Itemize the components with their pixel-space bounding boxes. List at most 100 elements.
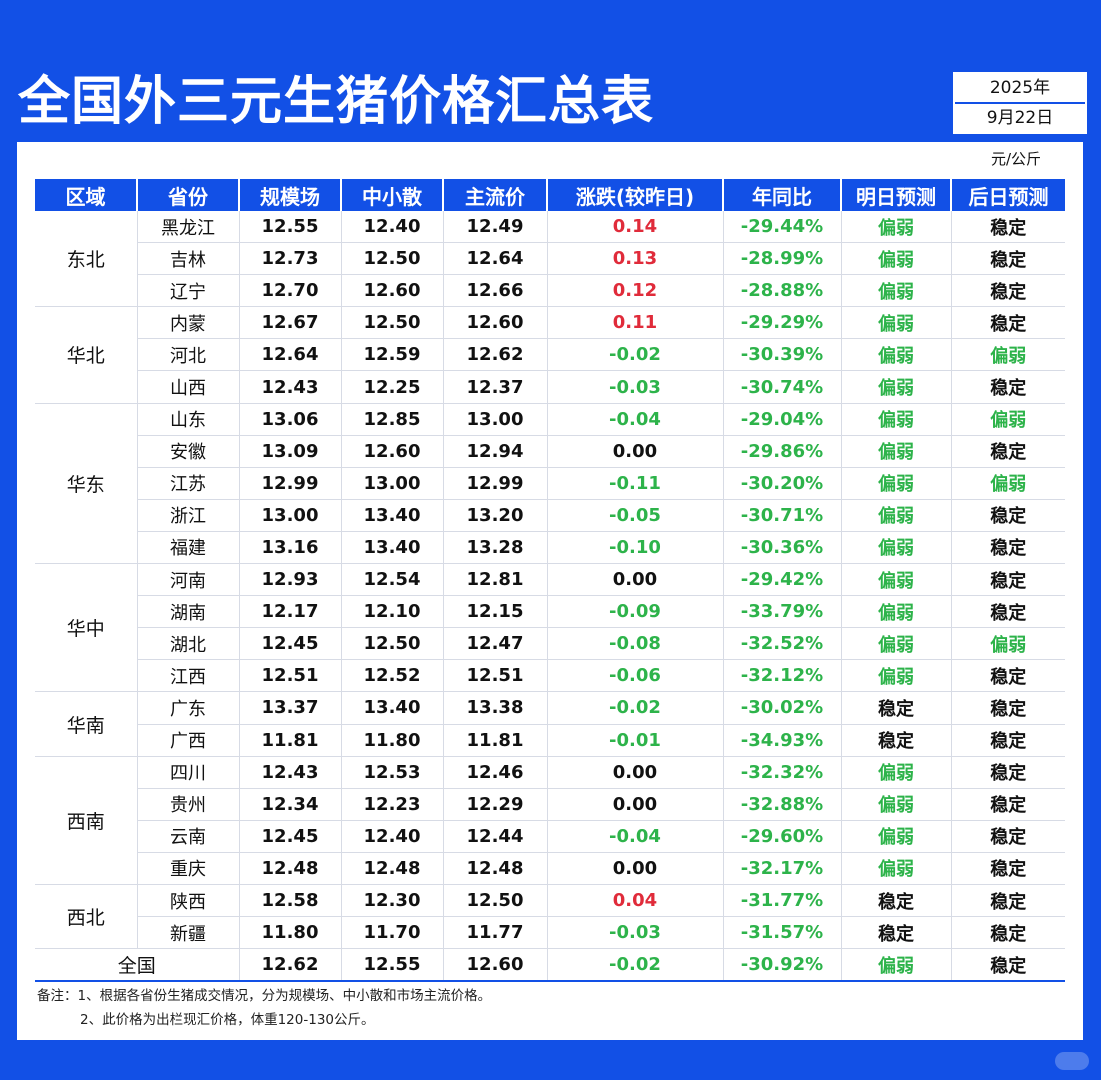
province-cell: 安徽: [136, 435, 239, 468]
yoy-value: -29.29%: [722, 306, 841, 340]
province-cell: 内蒙: [136, 306, 239, 340]
region-cell: 东北: [35, 211, 137, 308]
forecast-tomorrow: 偏弱: [840, 788, 951, 821]
forecast-tomorrow: 偏弱: [840, 370, 951, 404]
region-cell: 华东: [35, 403, 137, 565]
small-farm-price: 13.40: [340, 499, 443, 532]
small-farm-price: 12.54: [340, 563, 443, 597]
small-farm-price: 12.10: [340, 595, 443, 629]
main-price: 13.28: [442, 531, 547, 565]
national-row: 全国 12.62 12.55 12.60 -0.02 -30.92% 偏弱 稳定: [35, 948, 1065, 983]
scale-farm-price: 12.70: [238, 274, 341, 308]
province-cell: 新疆: [136, 916, 239, 950]
table-row: 新疆 11.80 11.70 11.77 -0.03 -31.57% 稳定 稳定: [35, 916, 1065, 950]
forecast-day-after: 偏弱: [950, 627, 1065, 661]
table-row: 湖南 12.17 12.10 12.15 -0.09 -33.79% 偏弱 稳定: [35, 595, 1065, 629]
forecast-day-after: 偏弱: [950, 403, 1065, 436]
main-price: 12.37: [442, 370, 547, 404]
main-price: 12.44: [442, 820, 547, 853]
table-row: 山西 12.43 12.25 12.37 -0.03 -30.74% 偏弱 稳定: [35, 370, 1065, 404]
small-farm-price: 12.50: [340, 242, 443, 276]
province-cell: 重庆: [136, 852, 239, 885]
forecast-day-after: 稳定: [950, 595, 1065, 629]
table-body: 东北 黑龙江 12.55 12.40 12.49 0.14 -29.44% 偏弱 稳定 吉林 12.…: [35, 211, 1065, 983]
table-row: 云南 12.45 12.40 12.44 -0.04 -29.60% 偏弱 稳定: [35, 820, 1065, 853]
main-price: 13.38: [442, 691, 547, 725]
table-row: 华东 山东 13.06 12.85 13.00 -0.04 -29.04% 偏弱 偏弱: [35, 403, 1065, 565]
scale-farm-price: 12.64: [238, 338, 341, 372]
small-farm-price: 12.53: [340, 756, 443, 789]
yoy-value: -28.88%: [722, 274, 841, 308]
main-price: 12.94: [442, 435, 547, 468]
change-value: -0.10: [546, 531, 723, 565]
forecast-day-after: 偏弱: [950, 467, 1065, 500]
forecast-day-after: 稳定: [950, 435, 1065, 468]
header-change: 涨跌(较昨日): [546, 179, 723, 211]
table-row: 江苏 12.99 13.00 12.99 -0.11 -30.20% 偏弱 偏弱: [35, 467, 1065, 500]
small-farm-price: 13.40: [340, 691, 443, 725]
forecast-day-after: 稳定: [950, 852, 1065, 885]
forecast-day-after: 稳定: [950, 724, 1065, 757]
scale-farm-price: 12.45: [238, 820, 341, 853]
forecast-tomorrow: 偏弱: [840, 659, 951, 693]
main-price: 12.81: [442, 563, 547, 597]
province-cell: 江苏: [136, 467, 239, 500]
forecast-day-after: 稳定: [950, 242, 1065, 276]
price-table: 区域 省份 规模场 中小散 主流价 涨跌(较昨日) 年同比 明日预测 后日预测 …: [35, 179, 1065, 983]
notes: 备注：1、根据各省份生猪成交情况，分为规模场、中小散和市场主流价格。 2、此价格…: [37, 984, 491, 1032]
forecast-tomorrow: 稳定: [840, 691, 951, 725]
header-main-price: 主流价: [442, 179, 547, 211]
small-farm-price: 12.85: [340, 403, 443, 436]
table-row: 安徽 13.09 12.60 12.94 0.00 -29.86% 偏弱 稳定: [35, 435, 1065, 468]
forecast-tomorrow: 偏弱: [840, 852, 951, 885]
small-farm-price: 13.40: [340, 531, 443, 565]
change-value: 0.00: [546, 756, 723, 789]
small-farm-price: 12.25: [340, 370, 443, 404]
province-cell: 江西: [136, 659, 239, 693]
forecast-day-after: 稳定: [950, 884, 1065, 918]
forecast-day-after: 稳定: [950, 691, 1065, 725]
scale-farm-price: 12.99: [238, 467, 341, 500]
yoy-value: -31.77%: [722, 884, 841, 918]
scale-farm-price: 12.43: [238, 756, 341, 789]
small-farm-price: 12.60: [340, 435, 443, 468]
change-value: -0.06: [546, 659, 723, 693]
forecast-tomorrow: 稳定: [840, 884, 951, 918]
yoy-value: -28.99%: [722, 242, 841, 276]
forecast-tomorrow: 偏弱: [840, 242, 951, 276]
header-tomorrow: 明日预测: [840, 179, 951, 211]
small-farm-price: 12.60: [340, 274, 443, 308]
province-cell: 四川: [136, 756, 239, 789]
forecast-tomorrow: 偏弱: [840, 467, 951, 500]
yoy-value: -32.88%: [722, 788, 841, 821]
forecast-day-after: 稳定: [950, 948, 1065, 983]
main-price: 12.47: [442, 627, 547, 661]
forecast-day-after: 稳定: [950, 563, 1065, 597]
forecast-tomorrow: 偏弱: [840, 435, 951, 468]
forecast-tomorrow: 偏弱: [840, 563, 951, 597]
scale-farm-price: 13.37: [238, 691, 341, 725]
small-farm-price: 11.70: [340, 916, 443, 950]
watermark-badge: [1055, 1052, 1089, 1070]
scale-farm-price: 12.67: [238, 306, 341, 340]
table-row: 重庆 12.48 12.48 12.48 0.00 -32.17% 偏弱 稳定: [35, 852, 1065, 885]
region-cell: 华南: [35, 691, 137, 757]
main-price: 12.15: [442, 595, 547, 629]
table-header-row: 区域 省份 规模场 中小散 主流价 涨跌(较昨日) 年同比 明日预测 后日预测: [35, 179, 1065, 211]
yoy-value: -29.44%: [722, 211, 841, 244]
unit-label: 元/公斤: [990, 150, 1041, 168]
change-value: 0.00: [546, 435, 723, 468]
yoy-value: -30.92%: [722, 948, 841, 983]
forecast-day-after: 稳定: [950, 274, 1065, 308]
scale-farm-price: 12.45: [238, 627, 341, 661]
forecast-tomorrow: 偏弱: [840, 403, 951, 436]
province-cell: 湖南: [136, 595, 239, 629]
scale-farm-price: 13.09: [238, 435, 341, 468]
main-price: 12.64: [442, 242, 547, 276]
date-year: 2025年: [955, 74, 1085, 102]
table-card: 元/公斤 区域 省份 规模场 中小散 主流价 涨跌(较昨日) 年同比 明日预测 …: [17, 142, 1083, 1040]
forecast-tomorrow: 偏弱: [840, 531, 951, 565]
yoy-value: -30.74%: [722, 370, 841, 404]
header-small-farm: 中小散: [340, 179, 443, 211]
table-row: 东北 黑龙江 12.55 12.40 12.49 0.14 -29.44% 偏弱 稳定: [35, 211, 1065, 308]
